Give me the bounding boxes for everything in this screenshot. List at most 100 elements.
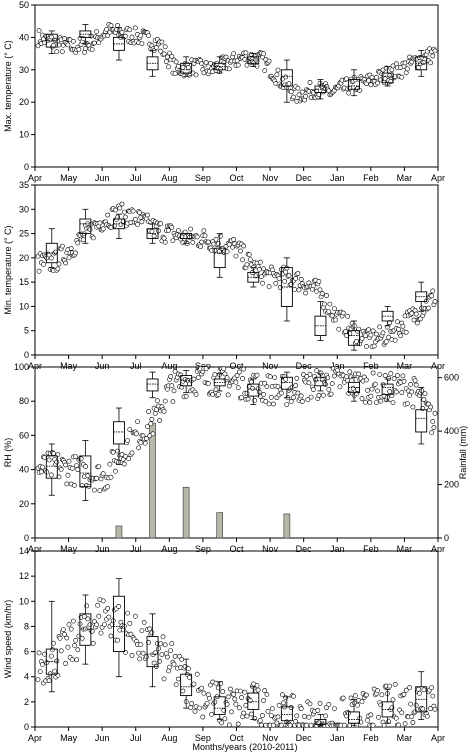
daily-point (241, 710, 247, 716)
y2-tick-label: 200 (444, 480, 459, 490)
y-tick-label: 12 (19, 571, 29, 581)
daily-point (138, 33, 144, 39)
x-tick-label: Jun (95, 361, 110, 371)
daily-point (241, 243, 247, 249)
daily-point (310, 387, 316, 392)
box-body (146, 636, 159, 668)
daily-point (65, 644, 71, 650)
daily-point (158, 641, 164, 647)
x-tick-label: Apr (431, 361, 445, 371)
daily-point (268, 394, 274, 400)
daily-point (391, 376, 397, 381)
daily-point (286, 273, 292, 278)
daily-point (264, 692, 270, 697)
daily-point (35, 677, 41, 682)
daily-point (403, 329, 409, 335)
daily-point (58, 648, 64, 654)
daily-point (40, 464, 45, 470)
daily-point (108, 474, 114, 480)
daily-point (102, 622, 107, 627)
daily-point (237, 248, 243, 254)
daily-point (274, 72, 280, 77)
daily-point (54, 459, 60, 465)
daily-point (162, 44, 168, 50)
rainfall-bar (149, 422, 156, 539)
daily-point (180, 688, 186, 694)
daily-point (401, 691, 407, 697)
daily-point (315, 708, 321, 713)
daily-point (100, 471, 106, 477)
daily-point (83, 46, 88, 51)
x-tick-label: Apr (28, 173, 42, 183)
daily-point (96, 613, 102, 619)
daily-point (72, 482, 77, 488)
daily-point (107, 461, 113, 467)
daily-point (417, 690, 422, 696)
daily-point (58, 466, 64, 472)
daily-point (304, 722, 310, 728)
daily-point (240, 257, 245, 263)
box-body (348, 711, 360, 724)
daily-point (381, 722, 387, 728)
daily-point (303, 93, 308, 99)
daily-point (54, 49, 60, 55)
daily-point (365, 387, 370, 393)
daily-point (340, 310, 346, 316)
daily-point (266, 284, 272, 290)
box-body (113, 595, 125, 653)
daily-point (117, 205, 123, 211)
daily-point (48, 472, 54, 478)
daily-point (172, 653, 178, 659)
daily-point (123, 453, 128, 459)
daily-point (38, 469, 44, 475)
daily-point (154, 398, 160, 404)
daily-point (105, 212, 111, 218)
daily-point (370, 370, 376, 376)
daily-point (105, 606, 111, 611)
daily-point (410, 720, 416, 725)
daily-point (162, 398, 168, 404)
daily-point (368, 712, 374, 718)
plot-frame (34, 184, 439, 356)
daily-point (409, 310, 415, 316)
daily-point (92, 487, 97, 493)
daily-point (392, 682, 398, 687)
daily-point (169, 641, 175, 647)
daily-point (146, 640, 151, 645)
daily-point (175, 228, 181, 233)
daily-point (231, 691, 237, 697)
daily-point (347, 369, 353, 375)
daily-point (149, 630, 155, 636)
y-tick-label: 10 (19, 596, 29, 606)
daily-point (255, 687, 261, 693)
daily-point (258, 722, 264, 728)
daily-point (59, 49, 65, 54)
x-tick-label: Oct (229, 173, 244, 183)
daily-point (73, 454, 78, 459)
daily-point (400, 323, 406, 329)
daily-point (421, 397, 427, 402)
daily-point (153, 407, 159, 412)
daily-point (250, 385, 255, 391)
x-tick-label: Aug (161, 733, 177, 743)
x-tick-label: Feb (363, 173, 379, 183)
daily-point (299, 89, 305, 95)
daily-point (150, 431, 156, 437)
y-tick-label: 30 (19, 204, 29, 214)
y-tick-label: 10 (19, 301, 29, 311)
daily-point (378, 398, 384, 404)
daily-point (363, 343, 369, 349)
daily-point (310, 283, 316, 289)
daily-point (146, 409, 151, 414)
daily-point (296, 92, 302, 98)
daily-point (293, 276, 299, 281)
daily-point (221, 366, 227, 372)
daily-point (143, 654, 149, 660)
x-tick-label: Jan (330, 733, 345, 743)
daily-point (370, 328, 376, 334)
daily-point (271, 401, 276, 407)
daily-point (166, 64, 171, 70)
daily-point (399, 74, 405, 80)
daily-point (345, 377, 350, 383)
daily-point (367, 399, 373, 405)
